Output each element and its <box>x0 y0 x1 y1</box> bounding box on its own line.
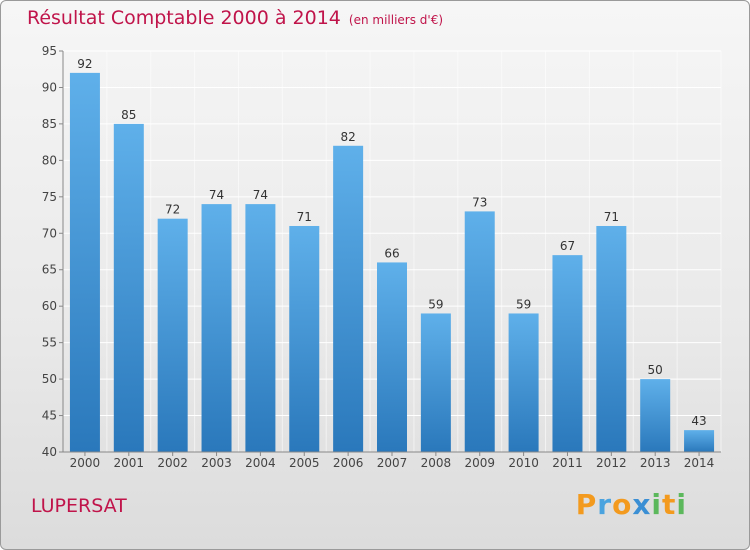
y-tick-label: 95 <box>42 44 57 58</box>
x-tick-label: 2012 <box>596 456 627 470</box>
y-tick-label: 85 <box>42 117 57 131</box>
data-label: 72 <box>165 203 180 217</box>
data-label: 73 <box>472 195 487 209</box>
x-tick-label: 2003 <box>201 456 232 470</box>
bar-2011 <box>552 255 583 452</box>
unit-note: (en milliers d'€) <box>348 13 444 27</box>
x-tick-label: 2001 <box>114 456 145 470</box>
data-label: 74 <box>209 188 224 202</box>
y-tick-label: 90 <box>42 80 57 94</box>
bar-2007 <box>377 262 407 452</box>
x-tick-label: 2014 <box>684 456 715 470</box>
x-tick-label: 2006 <box>333 456 364 470</box>
bar-2004 <box>245 204 276 452</box>
x-tick-label: 2010 <box>508 456 539 470</box>
bar-2012 <box>596 225 627 452</box>
x-tick-label: 2007 <box>377 456 408 470</box>
data-label: 59 <box>428 297 443 311</box>
x-tick-label: 2004 <box>245 456 276 470</box>
y-tick-label: 75 <box>42 190 57 204</box>
bar-2014 <box>684 430 715 452</box>
x-tick-label: 2008 <box>421 456 452 470</box>
data-label: 50 <box>648 363 663 377</box>
bar-2009 <box>464 211 495 452</box>
x-tick-label: 2011 <box>552 456 583 470</box>
proxiti-logo: Proxiti <box>575 488 687 521</box>
y-tick-label: 45 <box>42 409 57 423</box>
x-tick-label: 2002 <box>157 456 188 470</box>
data-label: 74 <box>253 188 268 202</box>
y-tick-label: 70 <box>42 226 57 240</box>
bar-2000 <box>69 72 100 452</box>
y-tick-label: 50 <box>42 372 57 386</box>
y-tick-label: 60 <box>42 299 57 313</box>
y-tick-label: 80 <box>42 153 57 167</box>
bar-chart: 92 85 72 74 74 71 82 66 59 73 59 67 71 50 43 40 45 50 55 6… <box>42 44 722 470</box>
x-tick-label: 2013 <box>640 456 671 470</box>
y-tick-label: 65 <box>42 263 57 277</box>
data-label: 82 <box>340 130 355 144</box>
chart-title: Résultat Comptable 2000 à 2014 (en millie… <box>27 7 443 29</box>
data-label: 66 <box>384 246 399 260</box>
data-label: 92 <box>77 57 92 71</box>
y-tick-label: 55 <box>42 336 57 350</box>
bar-2003 <box>201 204 232 452</box>
data-label: 71 <box>604 210 619 224</box>
data-label: 71 <box>297 210 312 224</box>
bar-2002 <box>157 218 188 452</box>
commune-name: LUPERSAT <box>31 495 127 517</box>
y-tick-label: 40 <box>42 445 57 459</box>
bar-2008 <box>420 313 451 452</box>
bar-2013 <box>640 379 671 452</box>
bar-2010 <box>508 313 539 452</box>
bar-2001 <box>113 123 144 452</box>
x-tick-label: 2009 <box>464 456 495 470</box>
title-text: Résultat Comptable 2000 à 2014 <box>27 7 341 29</box>
bar-2006 <box>333 145 364 453</box>
bar-2005 <box>289 225 320 452</box>
x-tick-label: 2005 <box>289 456 320 470</box>
data-label: 43 <box>691 414 706 428</box>
data-label: 85 <box>121 108 136 122</box>
data-label: 59 <box>516 297 531 311</box>
x-tick-label: 2000 <box>70 456 101 470</box>
data-label: 67 <box>560 239 575 253</box>
